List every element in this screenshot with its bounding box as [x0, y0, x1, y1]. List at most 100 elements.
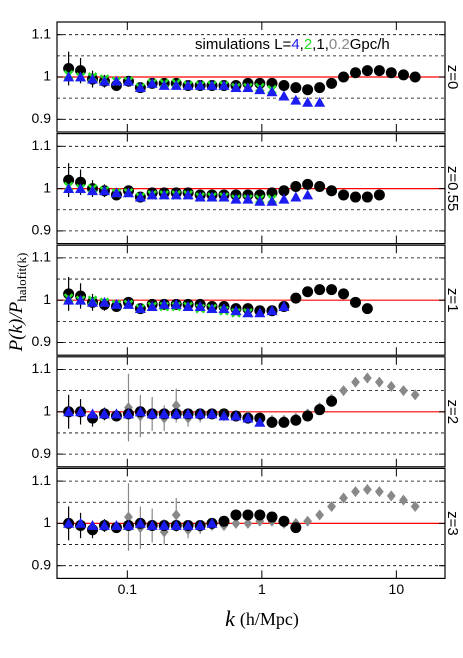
triangle-marker [134, 191, 146, 202]
legend-prefix: simulations L= [195, 36, 292, 53]
triangle-marker [63, 183, 75, 193]
triangle-marker [110, 520, 122, 530]
triangle-marker [122, 408, 134, 419]
triangle-marker [75, 294, 87, 305]
triangle-marker [87, 520, 99, 530]
y-tick-label: 0.9 [32, 222, 52, 238]
legend-entry: 1 [316, 36, 324, 53]
legend-entry: 0.2 [329, 36, 350, 53]
circle-marker [361, 65, 373, 77]
circle-marker [266, 416, 278, 428]
triangle-marker [170, 408, 182, 419]
diamond-marker [362, 484, 372, 496]
y-tick-label: 1.1 [32, 249, 52, 265]
panel-label: z=2 [444, 399, 461, 424]
circle-marker [278, 185, 290, 197]
triangle-marker [75, 517, 87, 528]
triangle-marker [110, 408, 122, 419]
circle-marker [290, 414, 302, 426]
triangle-marker [266, 86, 278, 97]
y-label-sub: halofit(k) [14, 253, 29, 302]
triangle-marker [182, 408, 194, 419]
circle-marker [266, 511, 278, 523]
triangle-marker [158, 298, 170, 309]
circle-marker [338, 71, 350, 83]
circle-marker [278, 416, 290, 428]
diamond-marker [351, 486, 360, 498]
triangle-marker [122, 520, 134, 530]
panel-frame [56, 21, 446, 133]
diamond-marker [231, 517, 241, 529]
triangle-marker [278, 301, 290, 311]
triangle-marker [170, 79, 182, 90]
circle-marker [290, 82, 302, 94]
triangle-marker [134, 303, 146, 314]
triangle-marker [254, 416, 266, 427]
diamond-marker [410, 500, 420, 512]
diamond-marker [315, 509, 325, 521]
triangle-marker [87, 73, 99, 84]
circle-marker [326, 77, 338, 89]
legend-separator: , [325, 36, 329, 53]
circle-marker [338, 189, 350, 201]
y-tick-label: 1 [43, 68, 51, 84]
triangle-marker [314, 96, 326, 107]
triangle-marker [134, 82, 146, 92]
y-tick-label: 1.1 [32, 25, 52, 41]
triangle-marker [266, 195, 278, 206]
triangle-marker [194, 520, 206, 530]
circle-marker [314, 404, 326, 416]
circle-marker [409, 71, 421, 83]
triangle-marker [87, 296, 99, 307]
diamond-marker [339, 492, 348, 504]
circle-marker [361, 303, 373, 315]
circle-marker [278, 79, 290, 91]
triangle-marker [110, 298, 122, 309]
legend-separator: , [300, 36, 304, 53]
diamond-marker [243, 517, 253, 529]
y-tick-label: 1.1 [32, 472, 52, 488]
panel-frame [56, 244, 446, 356]
y-tick-label: 0.9 [32, 110, 52, 126]
triangle-marker [290, 94, 302, 105]
diamond-marker [339, 385, 348, 397]
circle-marker [278, 515, 290, 527]
diamond-marker [124, 511, 133, 523]
triangle-marker [122, 298, 134, 309]
triangle-marker [254, 307, 266, 318]
circle-marker [242, 509, 254, 521]
triangle-marker [194, 301, 206, 311]
triangle-marker [254, 195, 266, 206]
circle-marker [314, 284, 326, 296]
triangle-marker [63, 71, 75, 82]
y-label-main: P(k)/P [6, 301, 27, 352]
diamond-marker [303, 515, 313, 527]
circle-marker [326, 395, 338, 407]
triangle-marker [63, 517, 75, 528]
triangle-marker [218, 191, 230, 202]
diamond-marker [399, 494, 408, 506]
circle-marker [338, 288, 350, 300]
triangle-marker [302, 189, 314, 200]
diamond-marker [374, 376, 384, 388]
x-axis-label: k (h/Mpc) [225, 606, 299, 631]
triangle-marker [110, 75, 122, 86]
circle-marker [397, 69, 409, 81]
triangle-marker [230, 82, 242, 92]
diamond-marker [351, 376, 360, 388]
circle-marker [254, 509, 266, 521]
diamond-marker [171, 509, 181, 521]
circle-marker [302, 286, 314, 298]
triangle-marker [158, 408, 170, 419]
triangle-marker [63, 406, 75, 417]
y-tick-label: 0.9 [32, 445, 52, 461]
y-tick-label: 0.9 [32, 333, 52, 349]
legend-entry: 4 [291, 36, 299, 53]
x-tick-label: 10 [389, 581, 405, 597]
x-label-unit: (h/Mpc) [240, 609, 299, 630]
triangle-marker [158, 189, 170, 200]
triangle-marker [98, 520, 110, 530]
triangle-marker [218, 79, 230, 90]
triangle-marker [158, 520, 170, 530]
legend-separator: , [312, 36, 316, 53]
